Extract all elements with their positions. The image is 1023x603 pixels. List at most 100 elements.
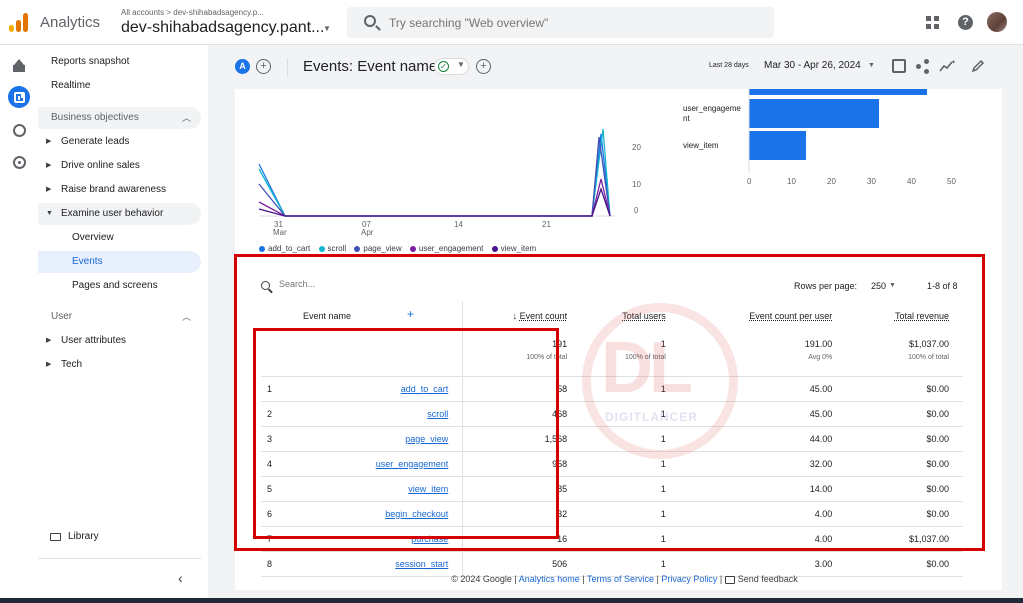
per-user-cell: 4.00 — [679, 526, 847, 552]
add-comparison-icon[interactable]: + — [256, 59, 271, 74]
table-search-input[interactable] — [279, 279, 409, 289]
per-user-cell: 32.00 — [679, 451, 847, 477]
footer-analytics-home-link[interactable]: Analytics home — [518, 574, 580, 584]
report-header: A + Events: Event name ✓ ▼ + Last 28 day… — [208, 45, 1023, 89]
analytics-logo-icon[interactable] — [9, 13, 29, 33]
legend-item[interactable]: scroll — [318, 244, 346, 253]
per-user-cell: 44.00 — [679, 426, 847, 452]
nav-label: Overview — [72, 232, 114, 243]
chevron-up-icon: ︿ — [181, 312, 191, 322]
event-link[interactable]: purchase — [411, 533, 449, 544]
expand-triangle-icon: ▶ — [46, 361, 52, 368]
expand-triangle-icon: ▶ — [46, 337, 52, 344]
nav-generate-leads[interactable]: ▶ Generate leads — [38, 131, 201, 153]
nav-examine-user-behavior[interactable]: ▼ Examine user behavior — [38, 203, 201, 225]
column-header-event-count-per-user[interactable]: Event count per user — [749, 311, 833, 321]
nav-drive-online-sales[interactable]: ▶ Drive online sales — [38, 155, 201, 177]
nav-label: Raise brand awareness — [61, 184, 167, 195]
nav-tech[interactable]: ▶ Tech — [38, 354, 201, 376]
revenue-cell: $0.00 — [846, 426, 963, 452]
column-header-total-users[interactable]: Total users — [622, 311, 666, 321]
column-header-total-revenue[interactable]: Total revenue — [894, 311, 949, 321]
nav-reports-snapshot[interactable]: Reports snapshot — [38, 51, 201, 73]
rows-per-page-select[interactable]: 250 — [871, 281, 887, 291]
footer-separator: | — [719, 574, 723, 584]
event-link[interactable]: begin_checkout — [385, 508, 449, 519]
send-feedback-button[interactable]: Send feedback — [724, 574, 798, 584]
os-taskbar — [0, 598, 1023, 603]
nav-section-business-objectives[interactable]: Business objectives ︿ — [38, 107, 201, 129]
share-icon[interactable] — [916, 59, 930, 74]
report-status-chip[interactable]: ✓ ▼ — [434, 58, 469, 75]
add-dimension-icon[interactable]: + — [407, 307, 415, 321]
help-icon[interactable]: ? — [958, 15, 973, 30]
apps-grid-icon[interactable] — [926, 16, 939, 29]
search-bar[interactable] — [347, 7, 774, 38]
legend-item[interactable]: user_engagement — [409, 244, 483, 253]
nav-divider — [38, 558, 201, 559]
account-breadcrumb[interactable]: All accounts > dev-shihabadsagency.p... — [121, 8, 264, 17]
nav-user-attributes[interactable]: ▶ User attributes — [38, 330, 201, 352]
nav-raise-brand-awareness[interactable]: ▶ Raise brand awareness — [38, 179, 201, 201]
event-link[interactable]: page_view — [405, 433, 449, 444]
total-users-cell: 1 — [581, 426, 680, 452]
date-range[interactable]: Mar 30 - Apr 26, 2024 — [764, 60, 861, 71]
event-link[interactable]: session_start — [395, 558, 449, 569]
search-input[interactable] — [389, 13, 749, 32]
footer-separator: | — [656, 574, 659, 584]
revenue-cell: $0.00 — [846, 376, 963, 402]
reports-icon[interactable] — [8, 86, 30, 108]
insights-icon[interactable]: ✦ — [939, 59, 956, 73]
x-tick: 14 — [454, 220, 463, 229]
nav-label: Examine user behavior — [61, 208, 164, 219]
event-name-cell: view_item — [286, 476, 464, 502]
customize-report-icon[interactable] — [892, 59, 906, 73]
total-users-cell: 1 — [581, 526, 680, 552]
caret-down-icon[interactable]: ▼ — [323, 24, 331, 33]
event-link[interactable]: user_engagement — [375, 458, 449, 469]
nav-events[interactable]: Events — [38, 251, 201, 273]
table-row: 1 add_to_cart 58 1 45.00 $0.00 — [261, 376, 963, 402]
property-selector[interactable]: dev-shihabadsagency.pant... — [121, 19, 325, 36]
explore-icon[interactable] — [8, 119, 30, 141]
comparison-badge[interactable]: A — [235, 59, 250, 74]
series-line-add-to-cart — [258, 133, 611, 217]
column-header-event-name[interactable]: Event name — [261, 301, 464, 331]
nav-section-user[interactable]: User ︿ — [38, 306, 201, 328]
revenue-cell: $0.00 — [846, 401, 963, 427]
event-link[interactable]: view_item — [408, 483, 449, 494]
bar-label-user-engagement: user_engageme nt — [683, 104, 741, 123]
caret-down-icon[interactable]: ▼ — [889, 282, 896, 289]
nav-label: Events — [72, 256, 103, 267]
event-link[interactable]: scroll — [427, 408, 449, 419]
event-count-cell: 1,568 — [462, 426, 582, 452]
table-row: 4 user_engagement 958 1 32.00 $0.00 — [261, 451, 963, 477]
event-link[interactable]: add_to_cart — [400, 383, 449, 394]
x-tick: 31 — [274, 220, 283, 229]
footer-terms-link[interactable]: Terms of Service — [586, 574, 654, 584]
feedback-icon — [724, 575, 735, 584]
column-header-event-count[interactable]: ↓ Event count — [512, 311, 568, 321]
nav-library[interactable]: Library — [38, 526, 201, 548]
date-preset-label[interactable]: Last 28 days — [709, 62, 749, 69]
series-line-user-engagement — [258, 178, 611, 217]
home-icon[interactable] — [8, 55, 30, 77]
table-row: 5 view_item 85 1 14.00 $0.00 — [261, 476, 963, 502]
events-table: Event name ↓ Event count Total users Eve… — [261, 301, 963, 577]
left-rail — [0, 45, 38, 603]
nav-realtime[interactable]: Realtime — [38, 75, 201, 97]
svg-text:✦: ✦ — [951, 59, 955, 66]
add-filter-icon[interactable]: + — [476, 59, 491, 74]
advertising-icon[interactable] — [8, 151, 30, 173]
legend-item[interactable]: page_view — [354, 244, 402, 253]
footer-privacy-link[interactable]: Privacy Policy — [661, 574, 718, 584]
avatar[interactable] — [987, 12, 1007, 32]
collapse-nav-chevron-icon[interactable]: ‹ — [178, 570, 183, 586]
nav-overview[interactable]: Overview — [38, 227, 201, 249]
report-card: 20 10 0 31 Mar 07 Apr 14 21 0 10 20 30 4… — [235, 89, 1002, 590]
nav-pages-and-screens[interactable]: Pages and screens — [38, 275, 201, 297]
date-caret-icon[interactable]: ▼ — [868, 62, 875, 69]
legend-item[interactable]: view_item — [491, 244, 536, 253]
edit-pencil-icon[interactable] — [971, 59, 985, 73]
legend-item[interactable]: add_to_cart — [259, 244, 310, 253]
